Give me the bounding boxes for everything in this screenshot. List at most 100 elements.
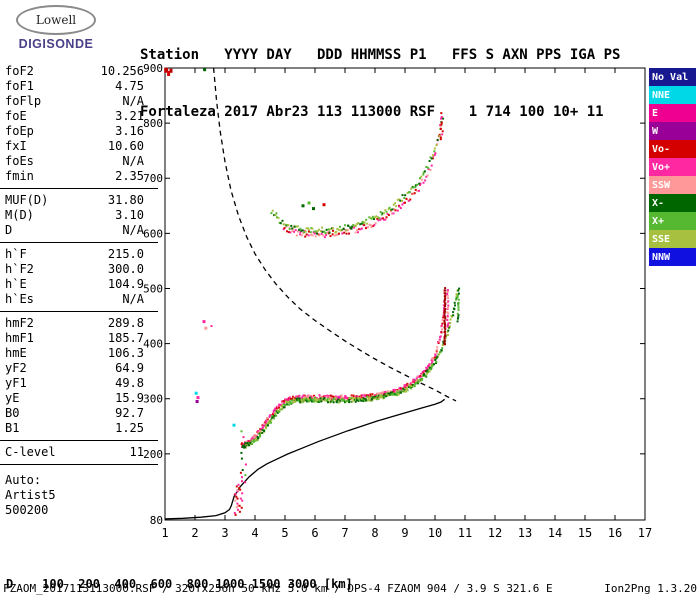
file-info-bar: FZAOM_2017113113000.RSF / 320fx256h 50 k… <box>3 582 697 595</box>
svg-text:500: 500 <box>143 282 163 295</box>
parameter-panel: foF2 10.256 foF1 4.75 foFlp N/A foE 3.21 foEp 3.1… <box>0 64 158 518</box>
svg-text:8: 8 <box>371 526 378 540</box>
svg-text:7: 7 <box>341 526 348 540</box>
svg-text:80: 80 <box>150 514 163 527</box>
param-row: hmE 106.3 <box>0 346 158 361</box>
param-value: 31.80 <box>107 193 144 207</box>
param-row: C-level 11 <box>0 445 158 460</box>
param-label: B1 <box>5 421 20 435</box>
param-row: M(D) 3.10 <box>0 208 158 223</box>
param-group: hmF2 289.8 hmF1 185.7 hmE 106.3 yF2 64.9 yF1 49.8… <box>0 316 158 441</box>
param-value: 2.35 <box>115 169 144 183</box>
param-row: hmF2 289.8 <box>0 316 158 331</box>
param-row: foF1 4.75 <box>0 79 158 94</box>
param-group: foF2 10.256 foF1 4.75 foFlp N/A foE 3.21 foEp 3.1… <box>0 64 158 189</box>
muf-distance-table: D 100 200 400 600 800 1000 1500 3000 [km… <box>6 549 360 600</box>
software-version: Ion2Png 1.3.20 <box>604 582 697 595</box>
param-label: h`Es <box>5 292 34 306</box>
svg-text:13: 13 <box>518 526 532 540</box>
legend-item: No Val <box>649 68 696 86</box>
param-row: hmF1 185.7 <box>0 331 158 346</box>
param-value: 106.3 <box>107 346 144 360</box>
param-row: h`F 215.0 <box>0 247 158 262</box>
svg-text:11: 11 <box>458 526 472 540</box>
param-value: 10.60 <box>107 139 144 153</box>
legend-item: SSE <box>649 230 696 248</box>
auto-info-row: Artist5 <box>5 488 56 502</box>
svg-text:400: 400 <box>143 338 163 351</box>
param-label: MUF(D) <box>5 193 49 207</box>
param-label: hmF2 <box>5 316 34 330</box>
legend-item: W <box>649 122 696 140</box>
param-label: foFlp <box>5 94 42 108</box>
legend-item: Vo+ <box>649 158 696 176</box>
param-label: yF1 <box>5 376 27 390</box>
param-label: foF1 <box>5 79 34 93</box>
param-value: 11 <box>129 445 144 459</box>
svg-text:14: 14 <box>548 526 562 540</box>
ionogram-header: Station YYYY DAY DDD HHMMSS P1 FFS S AXN… <box>140 8 620 160</box>
logo-oval: Lowell <box>16 5 96 35</box>
header-line-2: Fortaleza 2017 Abr23 113 113000 RSF 1 71… <box>140 104 604 120</box>
param-value: 3.21 <box>115 109 144 123</box>
legend-item: X- <box>649 194 696 212</box>
param-value: 3.16 <box>115 124 144 138</box>
param-value: 15.9 <box>115 391 144 405</box>
param-group: MUF(D) 31.80 M(D) 3.10 D N/A <box>0 193 158 243</box>
auto-info-row: 500200 <box>5 503 49 517</box>
param-row: MUF(D) 31.80 <box>0 193 158 208</box>
param-row: B0 92.7 <box>0 406 158 421</box>
svg-text:16: 16 <box>608 526 622 540</box>
header-line-1: Station YYYY DAY DDD HHMMSS P1 FFS S AXN… <box>140 47 621 63</box>
param-row: fxI 10.60 <box>0 139 158 154</box>
param-value: 3.10 <box>115 208 144 222</box>
param-value: N/A <box>122 223 144 237</box>
param-label: foF2 <box>5 64 34 78</box>
param-label: foEs <box>5 154 34 168</box>
svg-text:3: 3 <box>221 526 228 540</box>
logo-brand-text: Lowell <box>35 13 77 27</box>
svg-text:9: 9 <box>401 526 408 540</box>
svg-text:700: 700 <box>143 172 163 185</box>
svg-text:12: 12 <box>488 526 502 540</box>
param-label: hmF1 <box>5 331 34 345</box>
param-label: hmE <box>5 346 27 360</box>
param-label: D <box>5 223 13 237</box>
param-row: B1 1.25 <box>0 421 158 436</box>
param-value: 10.256 <box>100 64 144 78</box>
svg-text:900: 900 <box>143 62 163 75</box>
param-group: h`F 215.0 h`F2 300.0 h`E 104.9 h`Es N/A <box>0 247 158 312</box>
param-value: N/A <box>122 154 144 168</box>
svg-text:600: 600 <box>143 227 163 240</box>
param-value: 104.9 <box>107 277 144 291</box>
svg-text:2: 2 <box>191 526 198 540</box>
legend-item: X+ <box>649 212 696 230</box>
param-value: 64.9 <box>115 361 144 375</box>
param-row: yF1 49.8 <box>0 376 158 391</box>
param-value: N/A <box>122 94 144 108</box>
svg-text:1: 1 <box>161 526 168 540</box>
echo-direction-legend: No Val NNE E W Vo- Vo+ SSW X- X+ SSE NNW <box>649 68 696 266</box>
legend-item: NNW <box>649 248 696 266</box>
param-value: 289.8 <box>107 316 144 330</box>
param-value: 300.0 <box>107 262 144 276</box>
param-label: fxI <box>5 139 27 153</box>
param-value: 49.8 <box>115 376 144 390</box>
param-value: 215.0 <box>107 247 144 261</box>
ionogram-plot-area: 1 2 3 4 5 6 7 8 9 10 11 12 13 14 15 16 17 80 200 300 400 500 6… <box>140 60 652 548</box>
param-value: 1.25 <box>115 421 144 435</box>
auto-info-row: Auto: <box>5 473 42 487</box>
svg-text:10: 10 <box>428 526 442 540</box>
param-label: h`F2 <box>5 262 34 276</box>
param-label: h`E <box>5 277 27 291</box>
legend-item: SSW <box>649 176 696 194</box>
param-label: yE <box>5 391 20 405</box>
ionogram-chart: 1 2 3 4 5 6 7 8 9 10 11 12 13 14 15 16 17802003004005006… <box>143 62 652 540</box>
svg-text:300: 300 <box>143 393 163 406</box>
svg-text:4: 4 <box>251 526 258 540</box>
param-row: foEs N/A <box>0 154 158 169</box>
param-row: h`F2 300.0 <box>0 262 158 277</box>
param-label: B0 <box>5 406 20 420</box>
param-row: foFlp N/A <box>0 94 158 109</box>
